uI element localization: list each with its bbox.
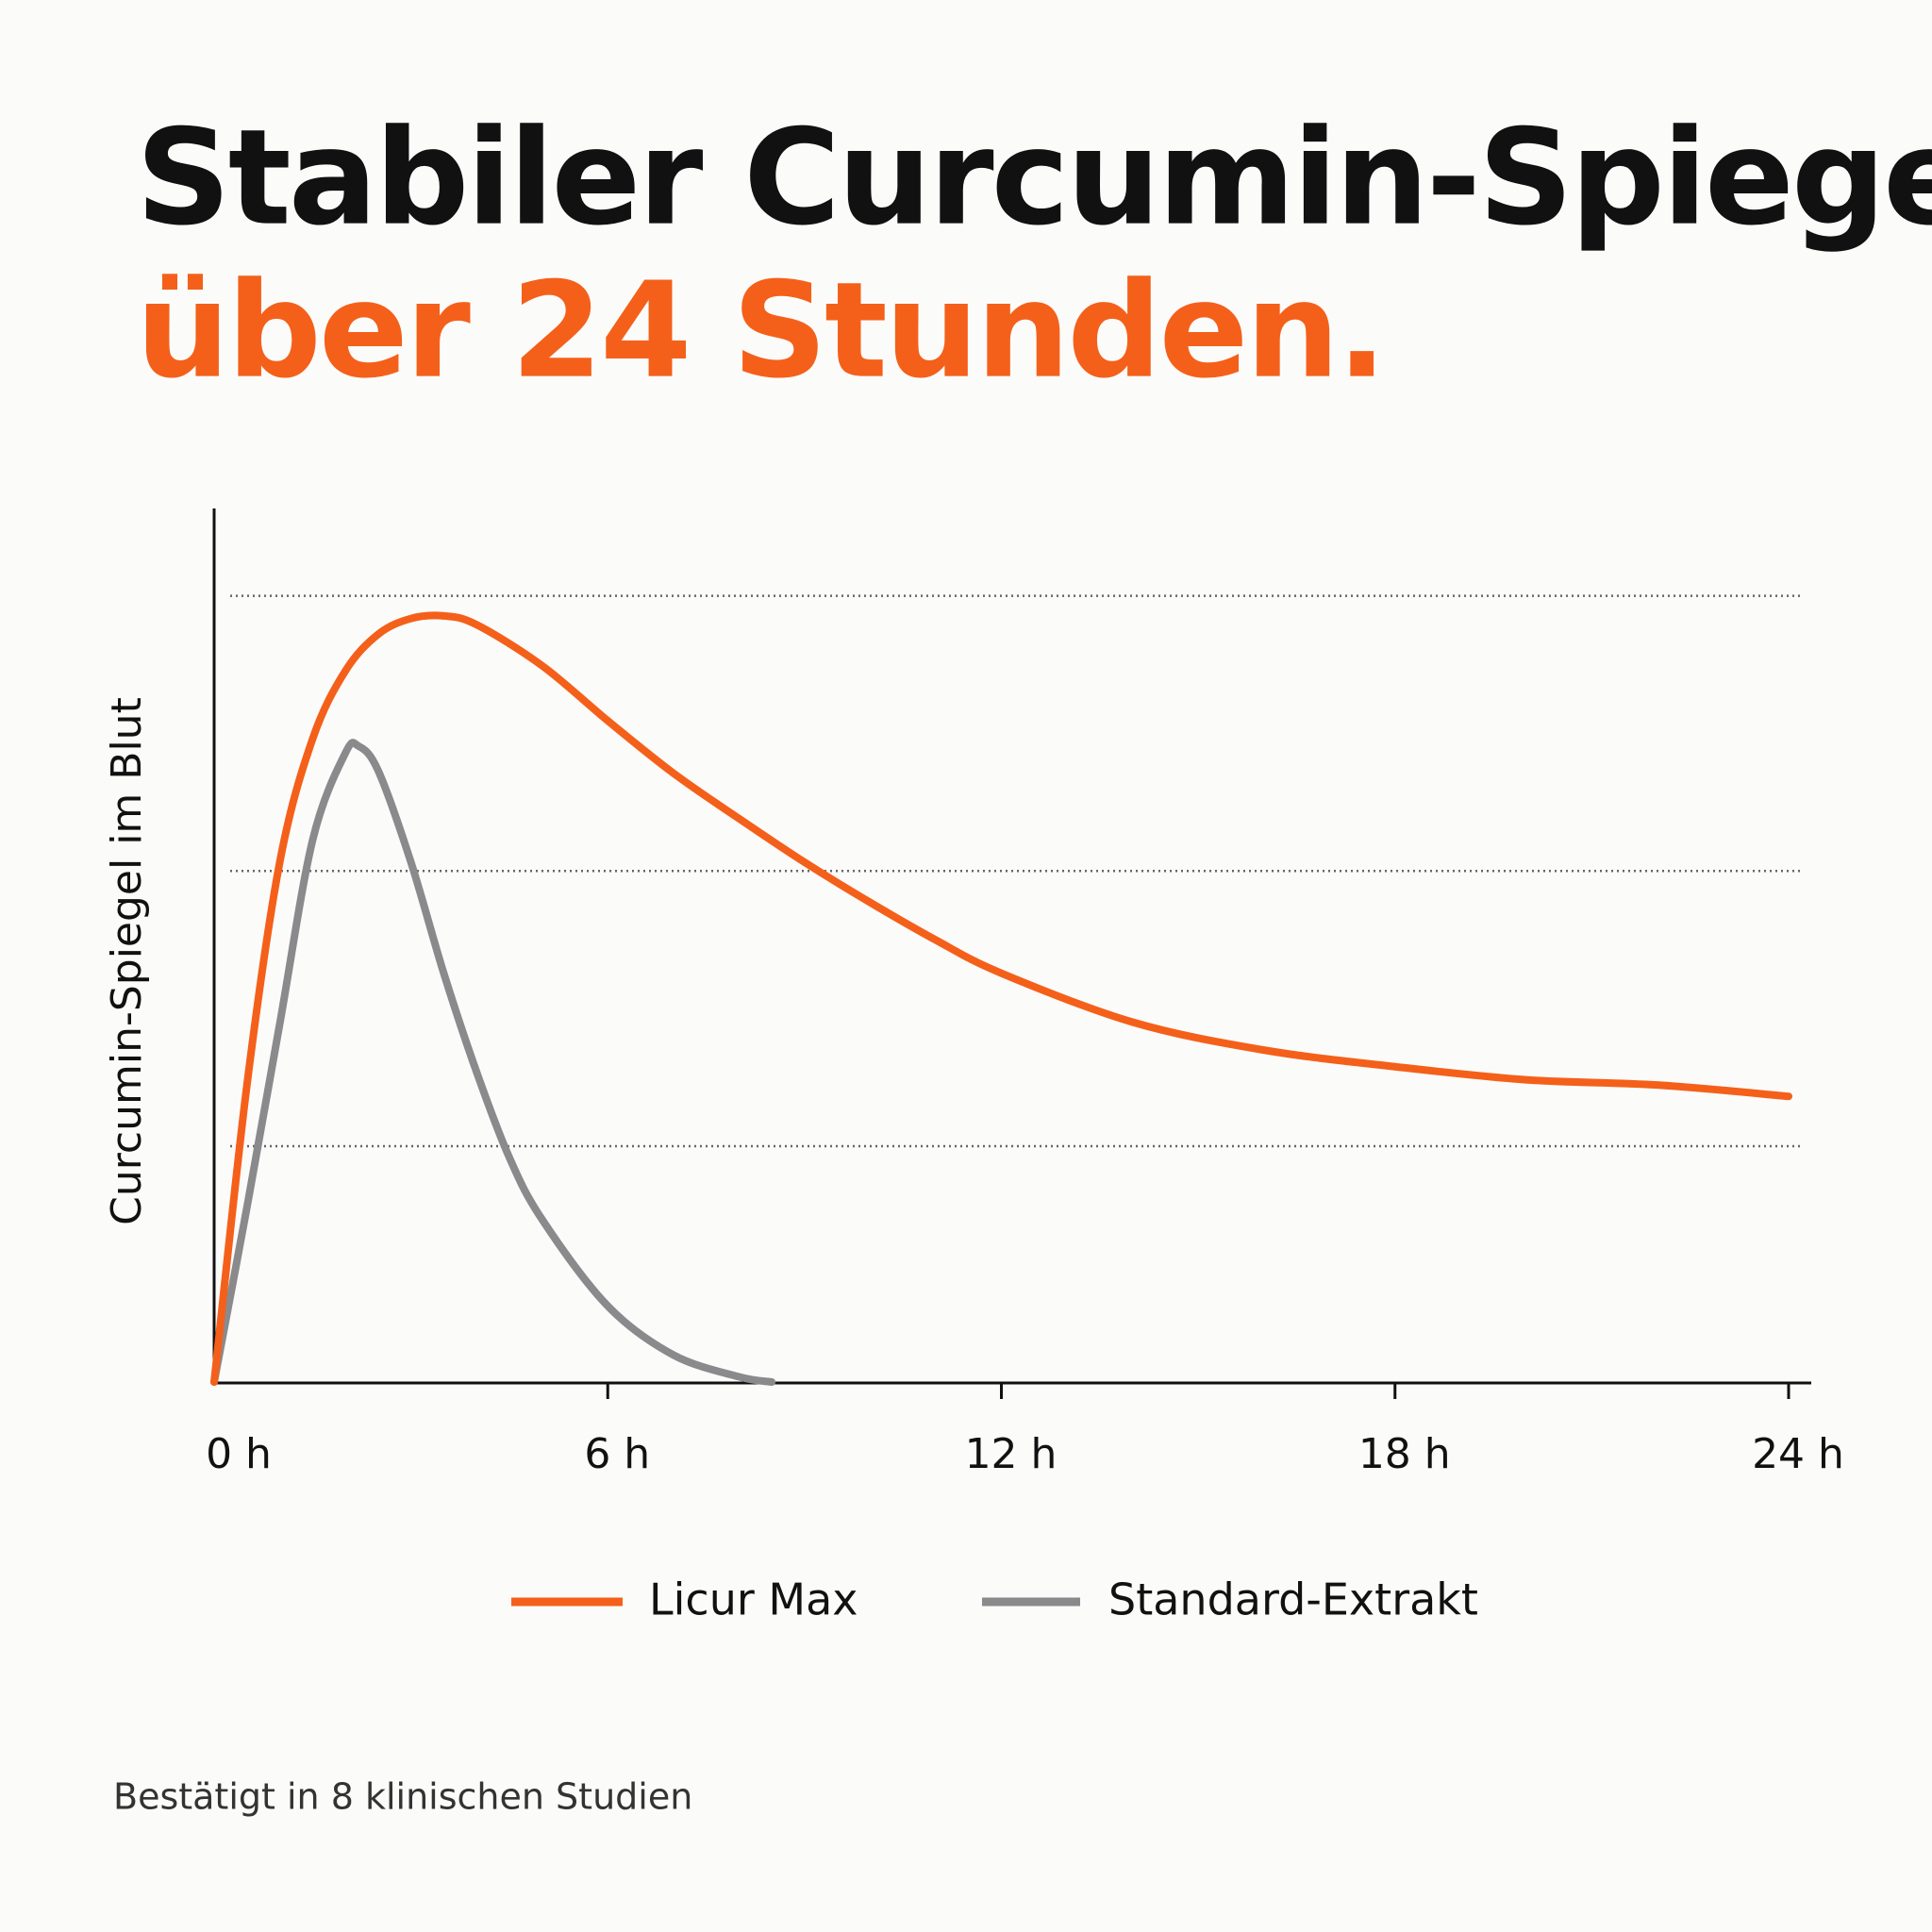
chart-title: Stabiler Curcumin-Spiegel bbox=[136, 102, 1932, 256]
footnote: Bestätigt in 8 klinischen Studien bbox=[113, 1776, 692, 1818]
chart-subtitle: über 24 Stunden. bbox=[136, 255, 1384, 408]
line-series bbox=[210, 739, 776, 1386]
line-series bbox=[210, 611, 1792, 1386]
y-axis-label: Curcumin-Spiegel im Blut bbox=[103, 697, 151, 1225]
legend-label: Standard-Extrakt bbox=[1108, 1574, 1478, 1625]
legend-label: Licur Max bbox=[649, 1574, 858, 1625]
x-tick-label: 0 h bbox=[206, 1430, 272, 1478]
x-tick-label: 12 h bbox=[965, 1430, 1058, 1478]
x-tick-label: 18 h bbox=[1358, 1430, 1451, 1478]
x-tick-label: 24 h bbox=[1752, 1430, 1844, 1478]
x-tick-label: 6 h bbox=[584, 1430, 650, 1478]
